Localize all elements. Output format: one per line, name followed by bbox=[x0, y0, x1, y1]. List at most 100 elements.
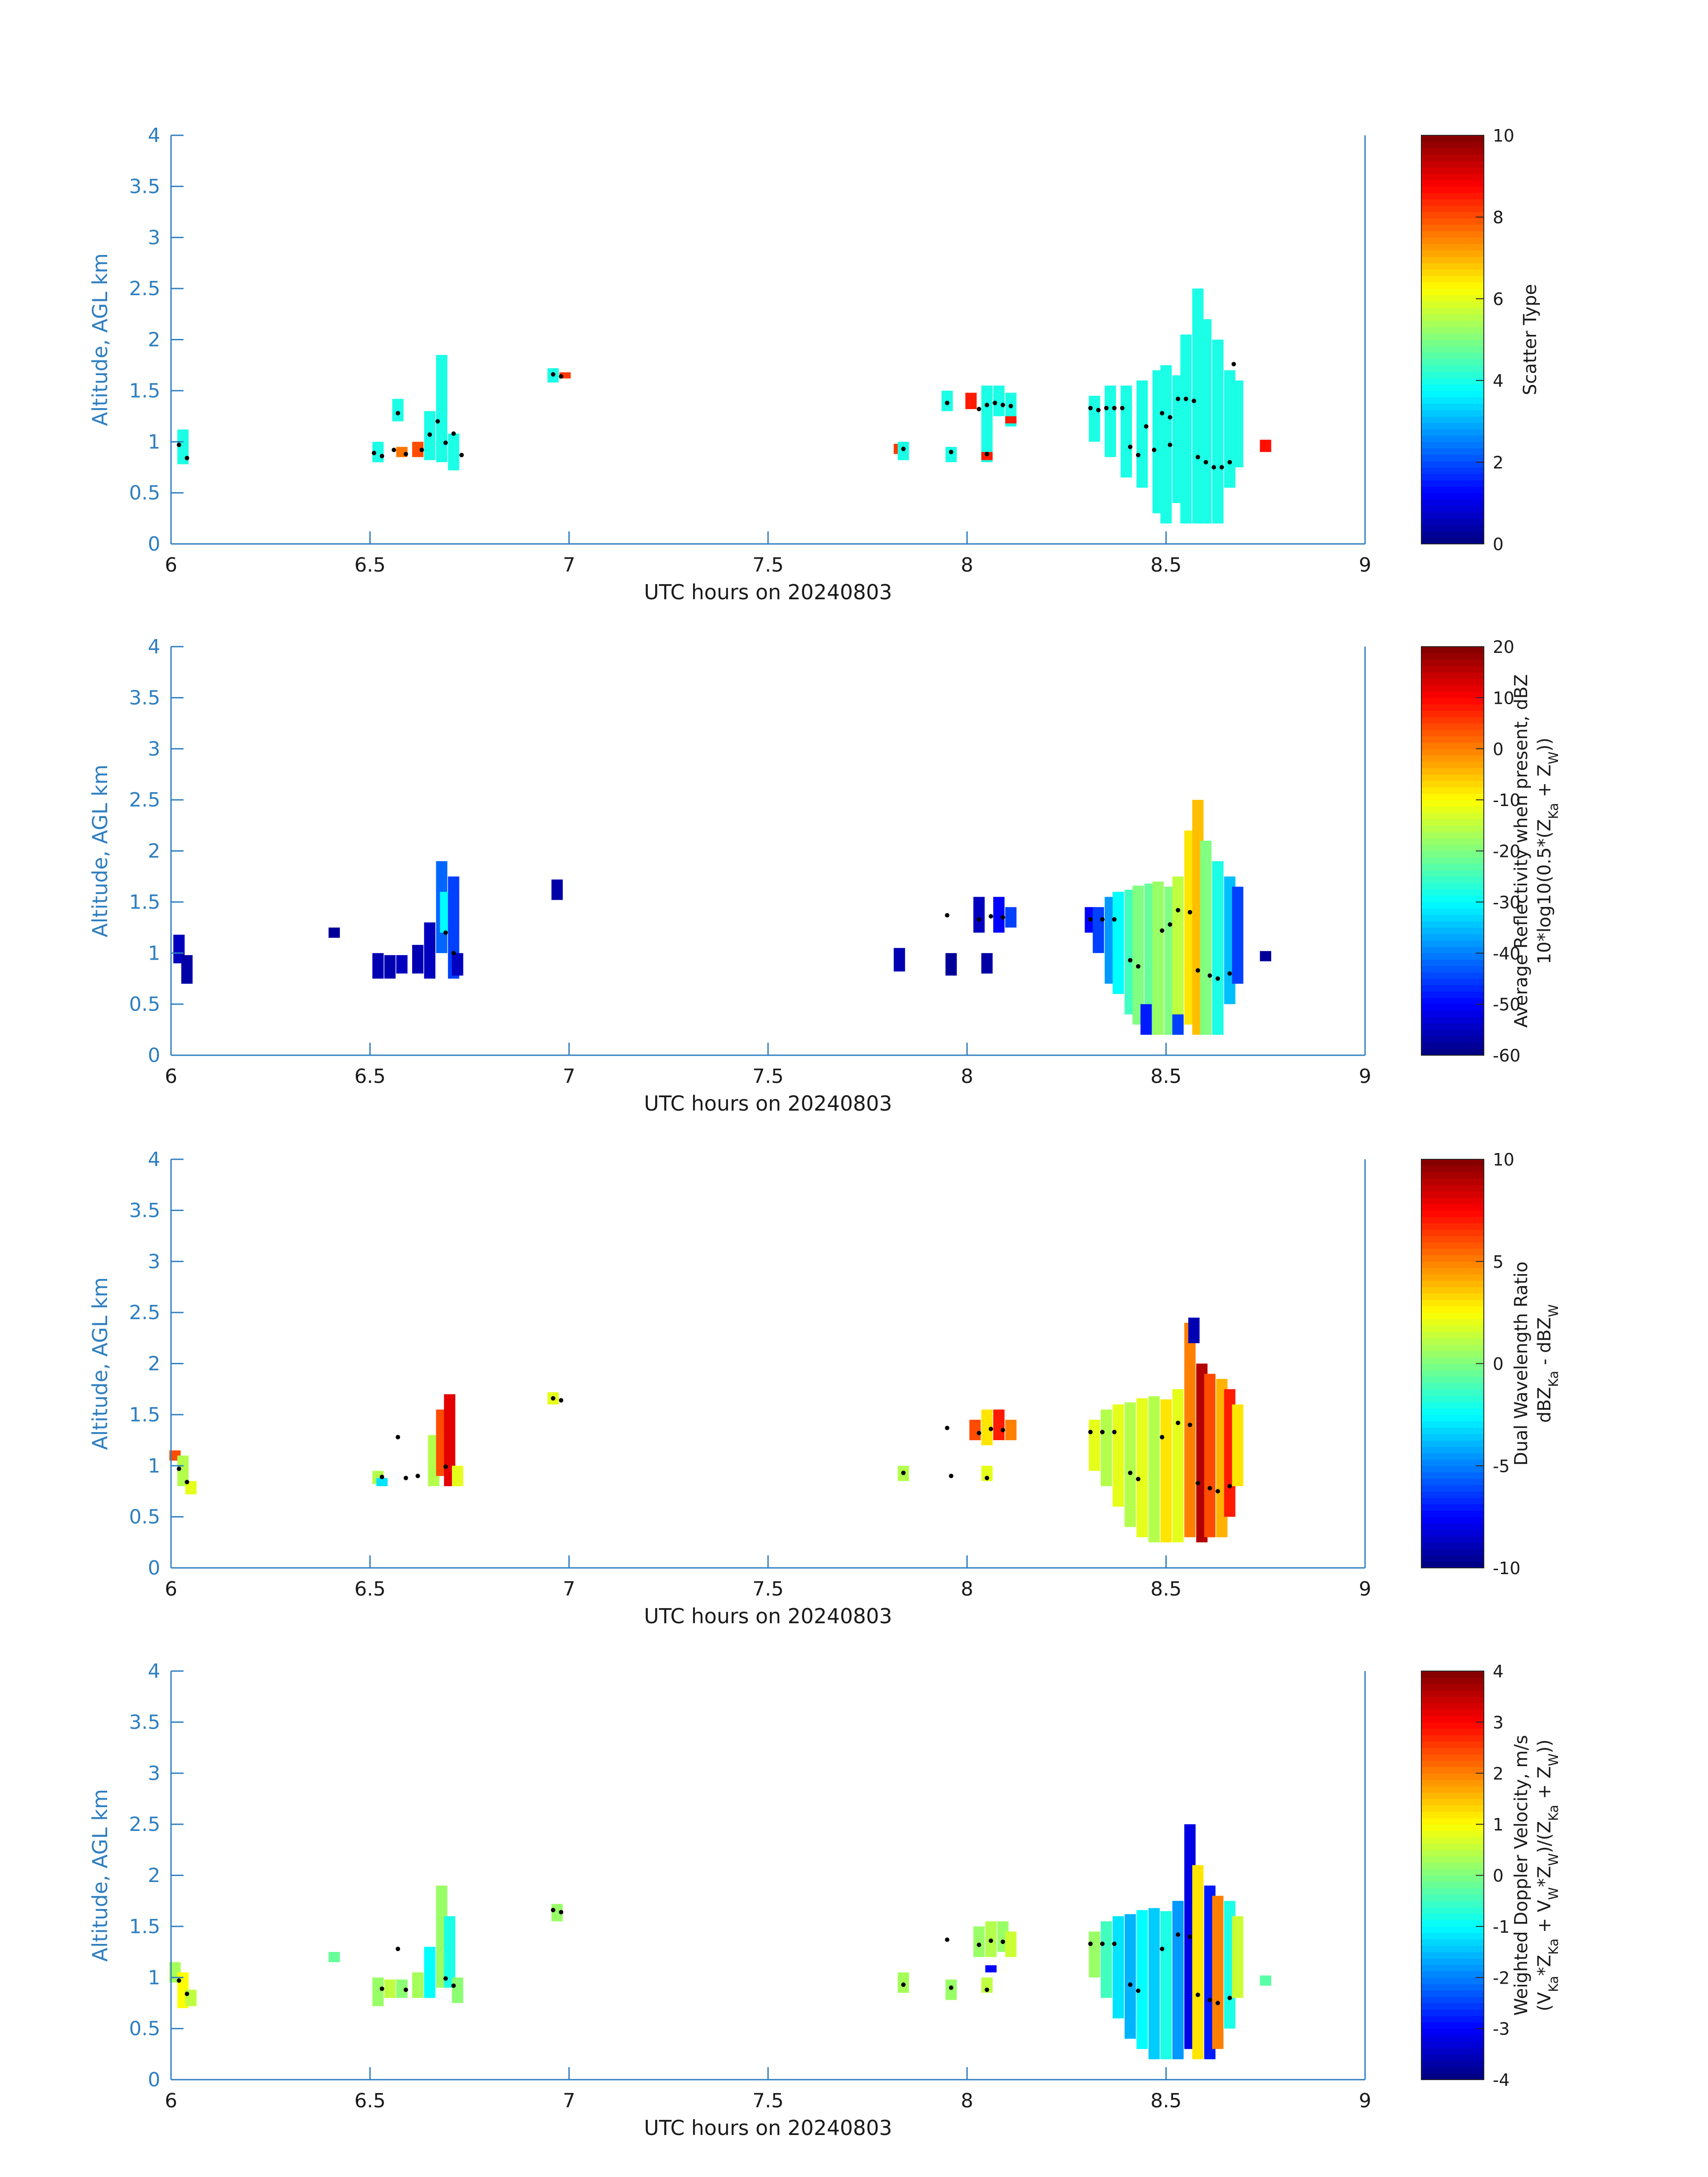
colorbar-segment bbox=[1421, 1798, 1484, 1805]
colorbar-segment bbox=[1421, 1268, 1484, 1274]
x-tick-label: 8.5 bbox=[1150, 1578, 1182, 1600]
colorbar-segment bbox=[1421, 748, 1484, 756]
colorbar-segment bbox=[1421, 486, 1484, 493]
data-cell bbox=[1172, 876, 1184, 1030]
x-tick-label: 6 bbox=[165, 554, 177, 577]
data-point bbox=[392, 447, 397, 452]
colorbar-segment bbox=[1421, 506, 1484, 513]
y-tick-label: 0 bbox=[148, 533, 160, 556]
colorbar-segment bbox=[1421, 301, 1484, 308]
data-point bbox=[1195, 1993, 1200, 1997]
data-point bbox=[1088, 917, 1093, 922]
colorbar-segment bbox=[1421, 953, 1484, 960]
data-point bbox=[945, 1425, 950, 1430]
y-tick-label: 2 bbox=[148, 1353, 160, 1375]
colorbar-segment bbox=[1421, 384, 1484, 391]
data-cell bbox=[1184, 1323, 1196, 1538]
colorbar-segment bbox=[1421, 378, 1484, 385]
colorbar-segment bbox=[1421, 659, 1484, 666]
y-tick-label: 4 bbox=[148, 1660, 160, 1683]
x-axis-label: UTC hours on 20240803 bbox=[644, 580, 892, 604]
x-axis-label: UTC hours on 20240803 bbox=[644, 1091, 892, 1116]
colorbar-segment bbox=[1421, 838, 1484, 845]
colorbar-tick-label: 6 bbox=[1493, 289, 1503, 309]
y-tick-label: 1.5 bbox=[129, 891, 160, 914]
x-tick-label: 9 bbox=[1359, 1065, 1371, 1088]
data-point bbox=[945, 1937, 950, 1942]
colorbar-segment bbox=[1421, 1837, 1484, 1844]
data-cell bbox=[981, 385, 993, 462]
colorbar-segment bbox=[1421, 1293, 1484, 1300]
data-point bbox=[989, 1426, 994, 1431]
data-point bbox=[1136, 453, 1140, 457]
data-point bbox=[989, 1938, 994, 1943]
colorbar-segment bbox=[1421, 1319, 1484, 1326]
colorbar-segment bbox=[1421, 1888, 1484, 1895]
x-tick-label: 8.5 bbox=[1150, 554, 1182, 577]
colorbar-segment bbox=[1421, 326, 1484, 334]
colorbar-segment bbox=[1421, 499, 1484, 506]
data-cell bbox=[1172, 1901, 1184, 2060]
colorbar-segment bbox=[1421, 1901, 1484, 1908]
y-tick-label: 3 bbox=[148, 1762, 160, 1785]
colorbar-segment bbox=[1421, 1504, 1484, 1511]
data-point bbox=[1104, 405, 1109, 410]
data-point bbox=[1144, 424, 1148, 429]
data-point bbox=[901, 1982, 906, 1987]
data-point bbox=[1176, 908, 1181, 913]
colorbar-tick-label: 5 bbox=[1493, 1252, 1503, 1272]
colorbar-segment bbox=[1421, 965, 1484, 973]
colorbar-segment bbox=[1421, 832, 1484, 839]
data-point bbox=[1112, 1941, 1117, 1946]
colorbar-segment bbox=[1421, 1881, 1484, 1889]
colorbar-segment bbox=[1421, 1907, 1484, 1914]
colorbar-segment bbox=[1421, 454, 1484, 461]
data-point bbox=[1227, 1996, 1232, 2000]
data-point bbox=[176, 1467, 181, 1471]
data-cell bbox=[436, 355, 447, 462]
colorbar-segment bbox=[1421, 467, 1484, 474]
data-point bbox=[1195, 1481, 1200, 1486]
data-point bbox=[1168, 922, 1173, 927]
y-tick-label: 1.5 bbox=[129, 1404, 160, 1426]
colorbar-segment bbox=[1421, 2041, 1484, 2048]
colorbar-segment bbox=[1421, 985, 1484, 992]
colorbar-segment bbox=[1421, 1433, 1484, 1441]
x-tick-label: 7.5 bbox=[752, 1065, 784, 1088]
data-point bbox=[1215, 1489, 1220, 1494]
data-point bbox=[985, 451, 990, 456]
colorbar-segment bbox=[1421, 2047, 1484, 2055]
chart-panel-4: 0 0.5 1 1.5 2 2.5 3 3.5 4 6 6.5 7 7.5 8 8.5 9 UTC hours … bbox=[88, 1660, 1561, 2140]
colorbar-segment bbox=[1421, 1344, 1484, 1351]
data-point bbox=[1191, 398, 1196, 403]
colorbar-segment bbox=[1421, 934, 1484, 941]
data-point bbox=[1187, 1934, 1192, 1939]
colorbar-segment bbox=[1421, 978, 1484, 986]
colorbar-segment bbox=[1421, 1843, 1484, 1850]
y-tick-label: 0.5 bbox=[129, 482, 160, 505]
data-point bbox=[1008, 404, 1013, 409]
colorbar-segment bbox=[1421, 1990, 1484, 1997]
data-point bbox=[1231, 362, 1236, 367]
colorbar-segment bbox=[1421, 972, 1484, 979]
data-point bbox=[1120, 405, 1125, 410]
data-cell bbox=[1192, 1865, 1204, 2060]
chart-panel-1: 0 0.5 1 1.5 2 2.5 3 3.5 4 6 6.5 7 7.5 8 8.5 9 UTC hours … bbox=[88, 124, 1541, 604]
x-tick-label: 8 bbox=[961, 1578, 973, 1600]
colorbar-segment bbox=[1421, 256, 1484, 263]
colorbar-segment bbox=[1421, 525, 1484, 532]
colorbar-segment bbox=[1421, 365, 1484, 372]
colorbar-segment bbox=[1421, 1389, 1484, 1396]
colorbar-segment bbox=[1421, 333, 1484, 340]
data-point bbox=[1187, 1422, 1192, 1427]
colorbar-segment bbox=[1421, 288, 1484, 296]
colorbar-segment bbox=[1421, 1036, 1484, 1043]
data-point bbox=[1100, 1941, 1105, 1946]
colorbar-segment bbox=[1421, 1427, 1484, 1434]
x-tick-label: 6.5 bbox=[355, 1065, 386, 1088]
data-point bbox=[1187, 910, 1192, 915]
data-point bbox=[559, 1910, 564, 1914]
data-cell bbox=[1101, 1409, 1112, 1486]
x-tick-label: 6 bbox=[165, 1065, 177, 1088]
